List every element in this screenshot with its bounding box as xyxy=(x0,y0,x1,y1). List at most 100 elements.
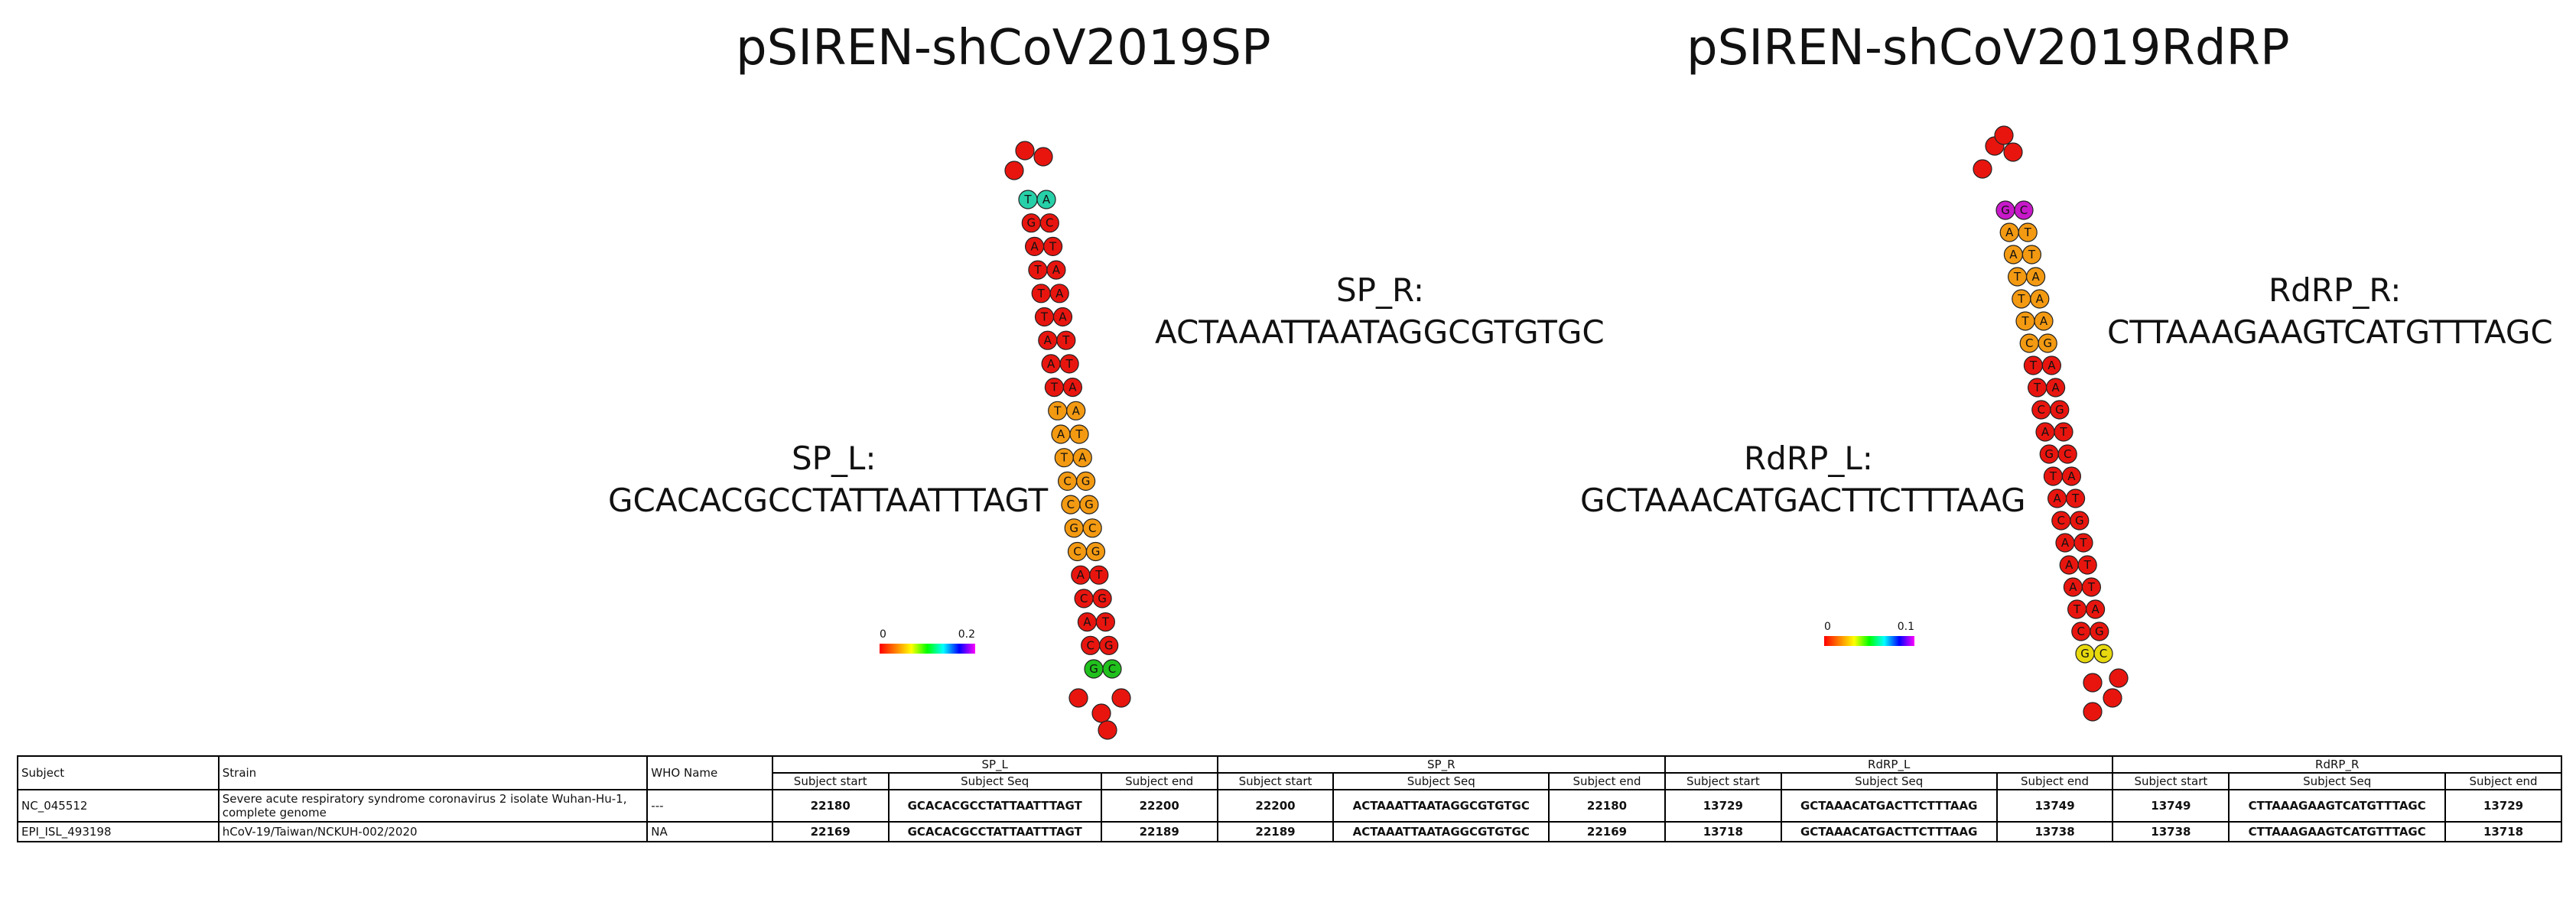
svg-text:T: T xyxy=(1049,239,1057,253)
sub-end-header: Subject end xyxy=(1100,772,1218,790)
nucleotide: A xyxy=(2047,488,2067,508)
cell-start: 22189 xyxy=(1216,821,1335,842)
svg-text:T: T xyxy=(1062,333,1070,347)
nucleotide: A xyxy=(1036,190,1056,209)
svg-text:A: A xyxy=(2061,536,2070,550)
sub-start-header: Subject start xyxy=(1216,772,1335,790)
nucleotide: T xyxy=(2028,378,2047,398)
svg-text:G: G xyxy=(2001,203,2010,217)
nucleotide: T xyxy=(1034,307,1055,327)
svg-text:C: C xyxy=(2100,647,2107,660)
panel-title-sp: pSIREN-shCoV2019SP xyxy=(736,20,1271,76)
svg-text:G: G xyxy=(2080,647,2090,660)
svg-text:A: A xyxy=(1055,287,1064,300)
table-row: EPI_ISL_493198 hCoV-19/Taiwan/NCKUH-002/… xyxy=(17,821,2562,842)
svg-text:T: T xyxy=(1053,404,1062,417)
hairpin-structure-sp: T AG CA TT AT AT AA TA TT AT AA TT AC GC GG CC GA TC GA TC G… xyxy=(1004,141,1131,740)
sub-start-header: Subject start xyxy=(771,772,890,790)
cell-seq: CTTAAAGAAGTCATGTTTAGC xyxy=(2228,821,2447,842)
scale-min-label: 0 xyxy=(880,628,886,641)
svg-text:A: A xyxy=(1044,333,1052,347)
svg-text:T: T xyxy=(2079,536,2087,550)
nucleotide xyxy=(1091,703,1111,723)
svg-text:T: T xyxy=(1033,263,1042,277)
svg-text:C: C xyxy=(1073,545,1081,559)
nucleotide: T xyxy=(2018,222,2038,242)
nucleotide: C xyxy=(1074,589,1094,609)
cell-start: 13718 xyxy=(1664,821,1782,842)
nucleotide: A xyxy=(2059,555,2079,575)
sub-seq-header: Subject Seq xyxy=(887,772,1102,790)
cell-seq: ACTAAATTAATAGGCGTGTGC xyxy=(1332,821,1550,842)
svg-text:A: A xyxy=(1057,427,1065,441)
nucleotide: A xyxy=(2034,311,2054,331)
sub-start-header: Subject start xyxy=(2112,772,2230,790)
nucleotide xyxy=(1015,141,1035,161)
nucleotide: G xyxy=(1021,213,1041,233)
svg-text:T: T xyxy=(2049,469,2057,483)
sub-start-header: Subject start xyxy=(1664,772,1782,790)
svg-text:A: A xyxy=(1052,263,1061,277)
cell-start: 22169 xyxy=(771,821,890,842)
nucleotide: G xyxy=(2050,400,2070,420)
nucleotide: C xyxy=(2031,400,2051,420)
svg-text:A: A xyxy=(2005,226,2014,239)
nucleotide: G xyxy=(2038,333,2057,353)
svg-text:T: T xyxy=(2071,492,2080,505)
rdrp-right-label: RdRP_R: xyxy=(2269,271,2402,309)
nucleotide: G xyxy=(2070,511,2090,531)
svg-text:T: T xyxy=(2021,314,2029,328)
svg-text:A: A xyxy=(1030,239,1039,253)
svg-text:T: T xyxy=(2024,226,2032,239)
nucleotide: G xyxy=(1092,589,1112,609)
nucleotide: C xyxy=(1102,659,1122,679)
nucleotide: A xyxy=(1062,378,1083,398)
svg-text:T: T xyxy=(1101,615,1110,629)
nucleotide: A xyxy=(1024,236,1045,256)
nucleotide: T xyxy=(2023,355,2043,375)
sub-end-header: Subject end xyxy=(2444,772,2562,790)
svg-text:A: A xyxy=(2051,381,2060,394)
panel-title-rdrp: pSIREN-shCoV2019RdRP xyxy=(1686,20,2290,76)
svg-text:C: C xyxy=(2057,514,2065,527)
scale-max-label: 0.2 xyxy=(958,628,975,641)
svg-text:A: A xyxy=(2047,359,2056,372)
nucleotide: C xyxy=(1081,635,1101,655)
nucleotide xyxy=(1111,688,1131,708)
nucleotide: C xyxy=(2051,511,2071,531)
nucleotide: A xyxy=(1041,354,1061,374)
nucleotide: G xyxy=(2090,622,2109,641)
cell-start: 22180 xyxy=(771,789,890,823)
nucleotide: A xyxy=(1049,284,1069,303)
nucleotide: T xyxy=(2043,466,2063,486)
nucleotide: T xyxy=(1089,565,1109,585)
svg-text:T: T xyxy=(1050,381,1059,394)
group-header-rdrp-l: RdRP_L xyxy=(1664,755,2114,774)
svg-text:G: G xyxy=(1085,498,1094,511)
nucleotide: T xyxy=(2073,533,2093,553)
blast-results-table: Subject Strain WHO Name SP_L SP_R RdRP_L… xyxy=(17,755,2562,842)
nucleotide: C xyxy=(2019,333,2039,353)
nucleotide: A xyxy=(1038,330,1058,350)
nucleotide: A xyxy=(1999,222,2019,242)
nucleotide: G xyxy=(2075,644,2095,664)
sub-seq-header: Subject Seq xyxy=(2228,772,2447,790)
sub-seq-header: Subject Seq xyxy=(1332,772,1550,790)
nucleotide: T xyxy=(1044,378,1065,398)
svg-text:A: A xyxy=(2036,292,2044,306)
col-who-header: WHO Name xyxy=(646,755,773,790)
svg-text:A: A xyxy=(1078,451,1087,465)
nucleotide: A xyxy=(1066,401,1086,420)
nucleotide xyxy=(1973,159,1992,179)
sub-end-header: Subject end xyxy=(1995,772,2114,790)
svg-text:C: C xyxy=(2020,203,2028,217)
svg-text:C: C xyxy=(1046,216,1053,230)
nucleotide xyxy=(2103,688,2122,708)
cell-end: 22169 xyxy=(1548,821,1666,842)
nucleotide: C xyxy=(2093,644,2113,664)
nucleotide: A xyxy=(1051,424,1071,444)
nucleotide: T xyxy=(2077,555,2097,575)
nucleotide xyxy=(1098,720,1117,740)
cell-end: 13738 xyxy=(1995,821,2114,842)
nucleotide xyxy=(1033,147,1053,167)
